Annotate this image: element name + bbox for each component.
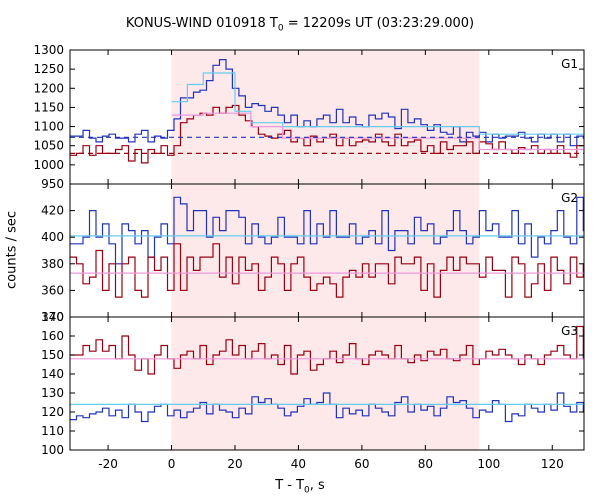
- xtick-label: 100: [477, 457, 500, 471]
- g2-series-0: [70, 196, 584, 265]
- g1-ytick-label: 1250: [33, 62, 64, 76]
- g3-panel-label: G3: [561, 324, 578, 338]
- g3-ytick-label: 100: [41, 443, 64, 457]
- xtick-label: 20: [227, 457, 242, 471]
- g3-ytick-label: 110: [41, 424, 64, 438]
- g2-ytick-label: 400: [41, 230, 64, 244]
- g3-ytick-label: 130: [41, 386, 64, 400]
- xtick-label: 120: [541, 457, 564, 471]
- x-axis-label: T - T0, s: [275, 478, 325, 496]
- g1-ytick-label: 950: [41, 177, 64, 191]
- g2-ytick-label: 340: [41, 310, 64, 324]
- shaded-interval: [171, 50, 480, 450]
- g1-series-2: [171, 72, 584, 135]
- xtick-label: 80: [418, 457, 433, 471]
- g1-ytick-label: 1200: [33, 81, 64, 95]
- g3-ytick-label: 160: [41, 329, 64, 343]
- g3-panel-frame: [69, 316, 585, 451]
- xtick-label: -20: [98, 457, 118, 471]
- g2-ytick-label: 380: [41, 257, 64, 271]
- chart-title: KONUS-WIND 010918 T0 = 12209s UT (03:23:…: [125, 16, 475, 34]
- g1-series-3: [171, 112, 584, 151]
- g3-ytick-label: 150: [41, 348, 64, 362]
- g1-ytick-label: 1150: [33, 100, 64, 114]
- xtick-label: 40: [291, 457, 306, 471]
- g2-panel-label: G2: [561, 191, 578, 205]
- g1-ytick-label: 1000: [33, 158, 64, 172]
- g3-ytick-label: 140: [41, 367, 64, 381]
- g3-ytick-label: 120: [41, 405, 64, 419]
- y-axis-label: counts / sec: [4, 210, 20, 290]
- xtick-label: 0: [168, 457, 176, 471]
- g1-ytick-label: 1050: [33, 139, 64, 153]
- g2-ytick-label: 420: [41, 204, 64, 218]
- g1-ytick-label: 1300: [33, 43, 64, 57]
- g3-ytick-label: 170: [41, 310, 64, 324]
- g1-panel-label: G1: [561, 57, 578, 71]
- xtick-label: 60: [354, 457, 369, 471]
- g2-series-1: [70, 243, 584, 298]
- g1-ytick-label: 1100: [33, 120, 64, 134]
- g3-series-1: [70, 325, 584, 375]
- g2-ytick-label: 360: [41, 283, 64, 297]
